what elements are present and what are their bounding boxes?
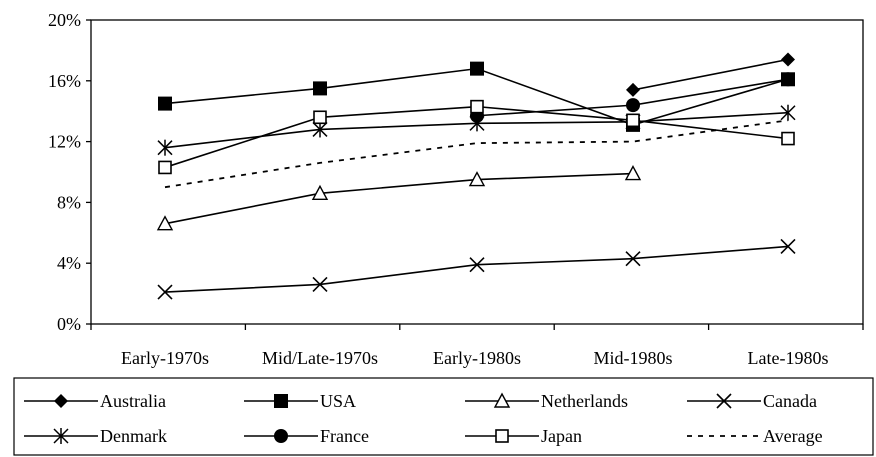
data-point: [781, 72, 795, 87]
legend-item-netherlands: Netherlands: [465, 391, 628, 411]
legend-item-france: France: [244, 426, 369, 446]
legend-item-usa: USA: [244, 391, 356, 411]
x-tick-label: Early-1970s: [121, 348, 209, 368]
marker-stroke: [469, 257, 485, 273]
data-point: [311, 184, 329, 200]
series-line: [164, 172, 634, 225]
legend-label: Canada: [763, 391, 817, 411]
series-australia: [626, 52, 795, 97]
data-point: [156, 215, 174, 231]
series-netherlands: [156, 165, 642, 231]
legend-marker: [53, 428, 69, 444]
series-japan: [158, 99, 795, 175]
legend-marker: [495, 429, 509, 443]
legend-label: Japan: [541, 426, 582, 446]
legend-label: Denmark: [100, 426, 167, 446]
y-tick-label: 0%: [57, 314, 81, 334]
chart-series: [156, 52, 796, 300]
data-point: [157, 139, 173, 156]
data-point: [780, 104, 796, 121]
y-tick-label: 16%: [48, 71, 81, 91]
data-point: [312, 276, 328, 293]
legend-label: Australia: [100, 391, 166, 411]
data-point: [313, 81, 327, 96]
legend-label: Average: [763, 426, 823, 446]
legend-item-canada: Canada: [687, 391, 817, 411]
series-line: [632, 58, 789, 91]
legend-marker: [493, 392, 511, 408]
data-point: [313, 110, 327, 125]
data-point: [158, 160, 172, 175]
data-point: [626, 98, 640, 113]
data-point: [470, 61, 484, 76]
x-tick-label: Early-1980s: [433, 348, 521, 368]
legend-item-denmark: Denmark: [24, 426, 167, 446]
data-point: [626, 82, 640, 97]
data-point: [781, 131, 795, 146]
legend-item-japan: Japan: [465, 426, 582, 446]
legend-marker: [716, 393, 732, 409]
x-tick-label: Late-1980s: [748, 348, 829, 368]
y-tick-label: 12%: [48, 132, 81, 152]
data-point: [468, 171, 486, 187]
legend-label: France: [320, 426, 369, 446]
legend-item-average: Average: [687, 426, 823, 446]
legend-marker: [54, 394, 68, 408]
x-tick-label: Mid-1980s: [593, 348, 672, 368]
marker-stroke: [716, 393, 732, 409]
legend-label: USA: [320, 391, 356, 411]
data-point: [158, 96, 172, 111]
series-line: [164, 245, 789, 293]
marker-stroke: [312, 276, 328, 293]
series-canada: [157, 238, 796, 300]
y-tick-label: 8%: [57, 192, 81, 212]
marker-stroke: [625, 251, 641, 267]
marker-stroke: [157, 284, 173, 300]
legend-item-australia: Australia: [24, 391, 166, 411]
legend-marker: [274, 429, 288, 443]
data-point: [624, 165, 642, 181]
marker-stroke: [780, 238, 796, 255]
data-point: [469, 257, 485, 273]
data-point: [781, 52, 795, 67]
data-point: [780, 238, 796, 255]
x-tick-label: Mid/Late-1970s: [262, 348, 378, 368]
data-point: [470, 99, 484, 114]
data-point: [625, 251, 641, 267]
legend-marker: [274, 394, 288, 408]
legend-box: [13, 377, 874, 456]
data-point: [626, 113, 640, 128]
legend-label: Netherlands: [541, 391, 628, 411]
chart-legend: Australia USA Netherlands Canada Denmark Fran…: [13, 377, 874, 456]
data-point: [157, 284, 173, 300]
y-tick-label: 20%: [48, 10, 81, 30]
data-point: [312, 121, 328, 138]
chart-axes: 0% 4% 8% 12% 16% 20% Early-1970s Mid/Late-1970s…: [48, 10, 864, 368]
plot-area-border: [90, 19, 864, 325]
y-tick-label: 4%: [57, 253, 81, 273]
